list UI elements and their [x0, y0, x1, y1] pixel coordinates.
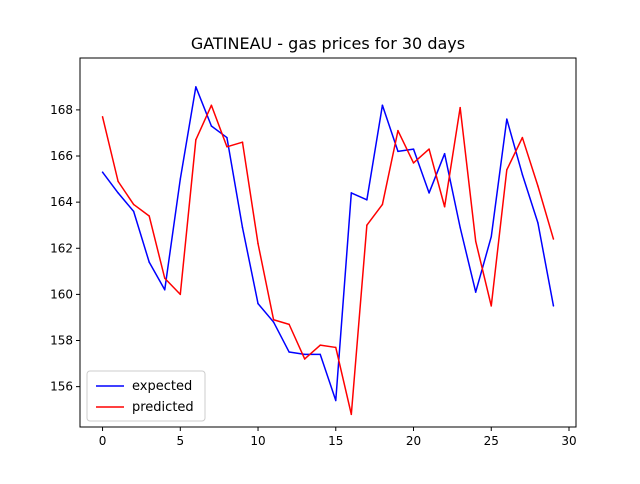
- data-point-expected: [101, 171, 104, 173]
- data-point-expected: [381, 104, 384, 107]
- data-point-predicted: [459, 106, 461, 109]
- x-tick-label: 20: [406, 434, 421, 448]
- x-tick-label: 5: [176, 434, 184, 448]
- data-point-expected: [443, 152, 446, 155]
- data-point-expected: [397, 150, 399, 153]
- data-point-expected: [117, 192, 119, 194]
- data-point-expected: [335, 399, 337, 402]
- series-line-expected: [101, 86, 555, 402]
- data-point-expected: [521, 173, 524, 176]
- legend-label-predicted: predicted: [132, 400, 194, 415]
- data-point-expected: [288, 351, 290, 353]
- x-tick-label: 25: [484, 434, 499, 448]
- y-tick-label: 158: [50, 334, 73, 348]
- data-point-predicted: [226, 146, 228, 148]
- data-point-predicted: [552, 238, 555, 240]
- y-tick-label: 162: [50, 241, 73, 255]
- y-tick-label: 166: [50, 149, 73, 163]
- data-point-predicted: [288, 323, 290, 326]
- y-axis: 156 158 160 162 164 166 168: [50, 103, 80, 394]
- plot-area-frame: [79, 57, 577, 428]
- data-point-expected: [257, 302, 259, 305]
- data-point-predicted: [303, 358, 306, 360]
- data-point-predicted: [272, 319, 275, 321]
- data-point-expected: [428, 192, 430, 194]
- data-point-expected: [148, 261, 150, 263]
- data-point-predicted: [117, 180, 119, 183]
- data-point-expected: [163, 289, 166, 291]
- x-tick-label: 15: [328, 434, 343, 448]
- data-point-predicted: [148, 215, 150, 217]
- data-point-expected: [459, 226, 461, 229]
- x-tick-label: 30: [561, 434, 576, 448]
- data-point-expected: [179, 178, 182, 180]
- data-point-predicted: [443, 206, 446, 208]
- data-point-expected: [319, 353, 321, 356]
- chart-title: GATINEAU - gas prices for 30 days: [191, 34, 465, 53]
- data-point-expected: [303, 353, 306, 356]
- x-tick-label: 10: [250, 434, 265, 448]
- x-axis: 0 5 10 15 20 25 30: [99, 427, 577, 448]
- data-point-predicted: [319, 344, 321, 346]
- data-point-predicted: [195, 139, 197, 141]
- y-tick-label: 164: [50, 195, 73, 209]
- data-point-predicted: [428, 148, 430, 150]
- data-point-expected: [226, 136, 228, 139]
- data-point-expected: [412, 148, 415, 150]
- data-point-expected: [474, 291, 477, 293]
- data-point-predicted: [210, 104, 213, 107]
- data-point-expected: [241, 226, 244, 229]
- data-point-expected: [537, 222, 539, 224]
- data-point-expected: [552, 305, 555, 307]
- y-tick-label: 156: [50, 380, 73, 394]
- data-point-predicted: [474, 240, 477, 243]
- data-point-expected: [210, 125, 213, 127]
- data-point-predicted: [381, 203, 384, 206]
- data-point-predicted: [257, 242, 259, 245]
- data-point-expected: [490, 235, 493, 238]
- data-point-expected: [506, 118, 508, 120]
- data-point-predicted: [490, 305, 493, 307]
- data-point-expected: [195, 86, 197, 88]
- series-lines: [101, 86, 555, 416]
- legend-label-expected: expected: [132, 379, 192, 394]
- data-point-expected: [132, 210, 135, 213]
- data-point-predicted: [521, 136, 524, 139]
- data-point-predicted: [179, 293, 182, 296]
- y-tick-label: 160: [50, 287, 73, 301]
- data-point-predicted: [101, 116, 104, 118]
- data-point-predicted: [241, 141, 244, 143]
- data-point-predicted: [350, 413, 353, 416]
- legend: expected predicted: [86, 370, 206, 422]
- data-point-predicted: [506, 169, 508, 171]
- data-point-predicted: [163, 277, 166, 279]
- data-point-predicted: [537, 185, 539, 187]
- data-point-predicted: [366, 224, 368, 226]
- data-point-predicted: [397, 129, 399, 132]
- legend-box: [86, 370, 206, 422]
- series-line-predicted: [101, 104, 555, 416]
- data-point-expected: [366, 199, 368, 201]
- data-point-expected: [272, 321, 275, 323]
- data-point-predicted: [132, 203, 135, 206]
- data-point-predicted: [335, 346, 337, 349]
- x-tick-label: 0: [99, 434, 107, 448]
- data-point-predicted: [412, 162, 415, 164]
- y-tick-label: 168: [50, 103, 73, 117]
- data-point-expected: [350, 192, 353, 194]
